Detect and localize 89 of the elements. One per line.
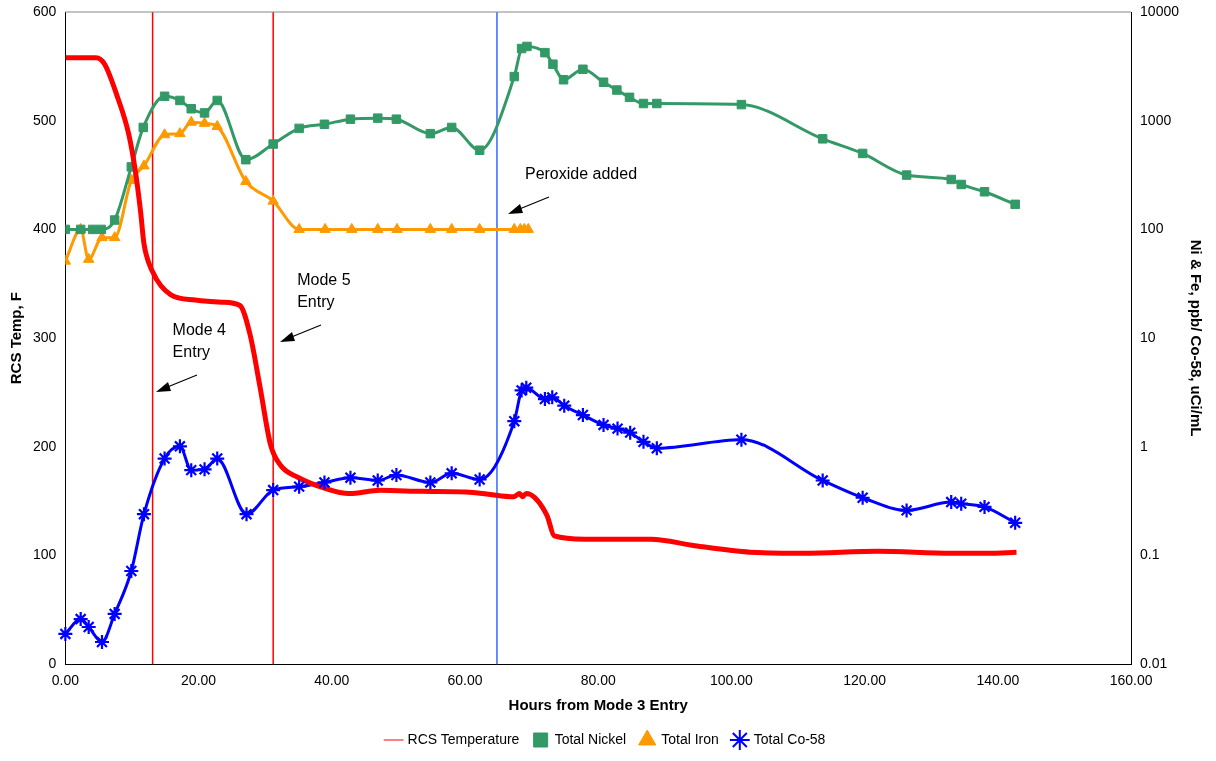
point: [817, 134, 828, 144]
point: [946, 174, 956, 185]
x-tick-label: 120.00: [843, 672, 887, 689]
y-tick-label: 200: [33, 437, 57, 454]
y-tick-label: 600: [33, 2, 57, 19]
legend-label: Total Iron: [661, 730, 719, 747]
x-tick-label: 140.00: [976, 672, 1020, 689]
legend-label: Total Co-58: [753, 730, 826, 747]
point: [174, 127, 186, 138]
x-tick-label: 100.00: [710, 672, 754, 689]
point: [158, 128, 171, 139]
point: [372, 222, 384, 233]
point: [445, 222, 458, 233]
y2-tick-label: 10000: [1140, 2, 1180, 19]
point: [540, 47, 550, 58]
point: [446, 122, 457, 133]
y-tick-label: 400: [33, 220, 57, 237]
point: [638, 98, 649, 109]
point: [96, 224, 107, 235]
y2-tick-label: 1: [1140, 437, 1149, 454]
point: [240, 174, 252, 185]
point: [317, 475, 332, 490]
point: [425, 128, 436, 139]
point: [373, 113, 383, 123]
x-tick-label: 160.00: [1109, 672, 1153, 689]
x-tick-label: 60.00: [447, 672, 483, 689]
y-tick-label: 0: [48, 655, 57, 672]
point: [267, 194, 279, 205]
point: [391, 222, 403, 233]
point: [652, 98, 662, 109]
y2-tick-label: 1000: [1140, 111, 1172, 128]
annotation: Mode 4 Entry: [172, 320, 226, 363]
point: [319, 119, 330, 130]
point: [211, 119, 223, 130]
y2-tick-label: 0.01: [1140, 655, 1168, 672]
point: [138, 159, 150, 170]
point: [108, 231, 121, 242]
point: [268, 139, 278, 149]
point: [212, 95, 222, 106]
point: [598, 77, 609, 87]
point: [509, 71, 520, 82]
point: [319, 222, 331, 233]
y-axis-title: RCS Temp, F: [7, 291, 25, 385]
point: [474, 145, 485, 155]
point: [241, 154, 251, 165]
y2-tick-label: 10: [1140, 328, 1156, 345]
point: [345, 114, 356, 124]
point: [159, 91, 170, 102]
y-tick-label: 300: [33, 328, 57, 345]
point: [185, 115, 197, 126]
point: [578, 64, 588, 75]
x-axis-title: Hours from Mode 3 Entry: [508, 696, 689, 714]
y2-tick-label: 0.1: [1140, 546, 1160, 563]
point: [293, 222, 305, 233]
y2-axis-title: Ni & Fe, ppb/ Co-58, uCi/mL: [1187, 239, 1205, 437]
point: [424, 222, 437, 233]
point: [857, 148, 868, 159]
point: [522, 41, 532, 52]
point: [624, 92, 635, 103]
point: [138, 122, 149, 133]
x-tick-label: 80.00: [580, 672, 616, 689]
x-tick-label: 40.00: [314, 672, 350, 689]
point: [548, 59, 558, 69]
point: [294, 123, 304, 134]
point: [901, 170, 912, 180]
point: [612, 85, 622, 95]
y-tick-label: 500: [33, 111, 57, 128]
point: [198, 116, 211, 127]
point: [186, 104, 196, 114]
legend-label: RCS Temperature: [407, 730, 520, 747]
point: [175, 95, 185, 106]
x-tick-label: 20.00: [181, 672, 217, 689]
point: [109, 215, 120, 225]
point: [558, 74, 569, 85]
annotation: Mode 5 Entry: [297, 270, 351, 313]
point: [979, 187, 990, 197]
annotation: Peroxide added: [524, 164, 638, 185]
point: [956, 179, 966, 190]
point: [82, 252, 95, 263]
point: [391, 114, 402, 124]
legend-label: Total Nickel: [554, 730, 627, 747]
point: [346, 222, 358, 233]
y-tick-label: 100: [33, 546, 57, 563]
point: [736, 99, 747, 110]
y2-tick-label: 100: [1140, 220, 1164, 237]
point: [1010, 199, 1020, 210]
point: [473, 222, 486, 233]
x-tick-label: 0.00: [51, 672, 80, 689]
point: [199, 108, 210, 118]
